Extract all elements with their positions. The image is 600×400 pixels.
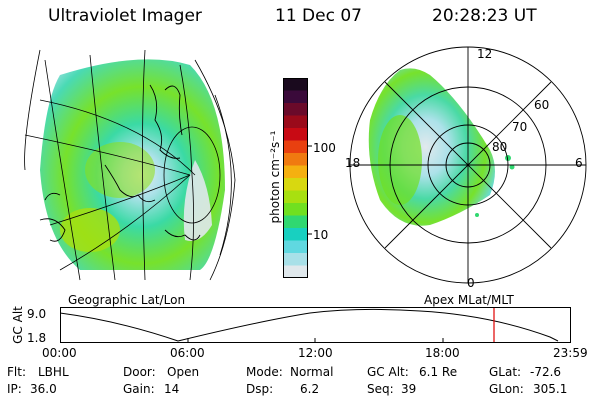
gain-label: Gain: <box>123 382 155 396</box>
colorbar-cell <box>283 178 308 191</box>
gcalt-value: 6.1 Re <box>419 365 458 379</box>
mlt-label-6: 6 <box>575 156 583 170</box>
filter-value: LBHL <box>38 365 69 379</box>
timeline-xtick-4: 23:59 <box>553 346 588 360</box>
mlat-label-60: 60 <box>534 98 550 112</box>
gcalt-label: GC Alt: <box>367 365 409 379</box>
timeline-xtick-3: 18:00 <box>425 346 460 360</box>
glon-value: 305.1 <box>533 382 568 396</box>
door-value: Open <box>167 365 200 379</box>
apex-bright-region <box>378 115 422 205</box>
instrument-title: Ultraviolet Imager <box>48 6 202 26</box>
glat-label: GLat: <box>489 365 522 379</box>
colorbar-cell <box>283 265 308 278</box>
timeline-ytick-1: 1.8 <box>27 331 47 345</box>
mlt-label-12: 12 <box>477 47 493 61</box>
apex-grid <box>349 46 587 284</box>
colorbar-cell <box>283 103 308 116</box>
glat-value: -72.6 <box>530 365 562 379</box>
mlt-label-18: 18 <box>345 156 361 170</box>
colorbar-cell <box>283 165 308 179</box>
colorbar-cell <box>283 115 308 129</box>
timeline-ytick-9: 9.0 <box>27 307 47 321</box>
mode-value: Normal <box>290 365 334 379</box>
ip-value: 36.0 <box>30 382 57 396</box>
mlt-label-0: 0 <box>467 276 475 290</box>
colorbar-cell <box>283 90 308 104</box>
geo-bright-region <box>60 208 120 252</box>
dsp-label: Dsp: <box>246 382 274 396</box>
geo-pole-gap <box>183 160 212 241</box>
mode-label: Mode: <box>246 365 283 379</box>
apex-spot <box>475 213 479 217</box>
colorbar-cell <box>283 128 308 141</box>
timeline-xtick-0: 00:00 <box>42 346 77 360</box>
apex-polar-panel <box>349 46 587 284</box>
door-label: Door: <box>123 365 156 379</box>
colorbar-cell <box>283 228 308 241</box>
colorbar-tick-100: 100 <box>313 141 336 155</box>
colorbar-unit-label: photon cm⁻²s⁻¹ <box>268 130 282 224</box>
timeline-axis-label: GC Alt <box>11 306 25 344</box>
colorbar-cell <box>283 190 308 204</box>
colorbar-cell <box>283 253 308 266</box>
mlat-label-80: 80 <box>492 140 508 154</box>
colorbar-cell <box>283 140 308 154</box>
apex-panel-label: Apex MLat/MLT <box>424 293 514 307</box>
geo-bright-region <box>85 142 155 198</box>
colorbar <box>283 78 312 278</box>
time-label: 20:28:23 UT <box>432 6 537 26</box>
geo-grid-lines <box>24 49 236 281</box>
filter-label: Flt: <box>7 365 26 379</box>
geo-panel-label: Geographic Lat/Lon <box>68 293 186 307</box>
seq-value: 39 <box>401 382 417 396</box>
colorbar-cell <box>283 240 308 254</box>
apex-spot <box>505 155 511 161</box>
mlat-label-70: 70 <box>512 120 528 134</box>
timeline-xtick-1: 06:00 <box>170 346 205 360</box>
altitude-curve <box>60 308 559 342</box>
apex-spot <box>509 164 515 170</box>
ip-label: IP: <box>7 382 22 396</box>
colorbar-cell <box>283 203 308 216</box>
colorbar-cell <box>283 78 308 91</box>
glon-label: GLon: <box>489 382 524 396</box>
geo-coastlines <box>39 84 201 242</box>
colorbar-tick-10: 10 <box>313 228 329 242</box>
colorbar-cell <box>283 215 308 229</box>
orbit-timeline-plot <box>60 307 571 343</box>
gain-value: 14 <box>164 382 180 396</box>
seq-label: Seq: <box>367 382 394 396</box>
dsp-value: 6.2 <box>300 382 320 396</box>
geographic-image-panel <box>24 49 236 281</box>
date-label: 11 Dec 07 <box>275 6 362 26</box>
colorbar-cell <box>283 153 308 166</box>
timeline-xtick-2: 12:00 <box>298 346 333 360</box>
